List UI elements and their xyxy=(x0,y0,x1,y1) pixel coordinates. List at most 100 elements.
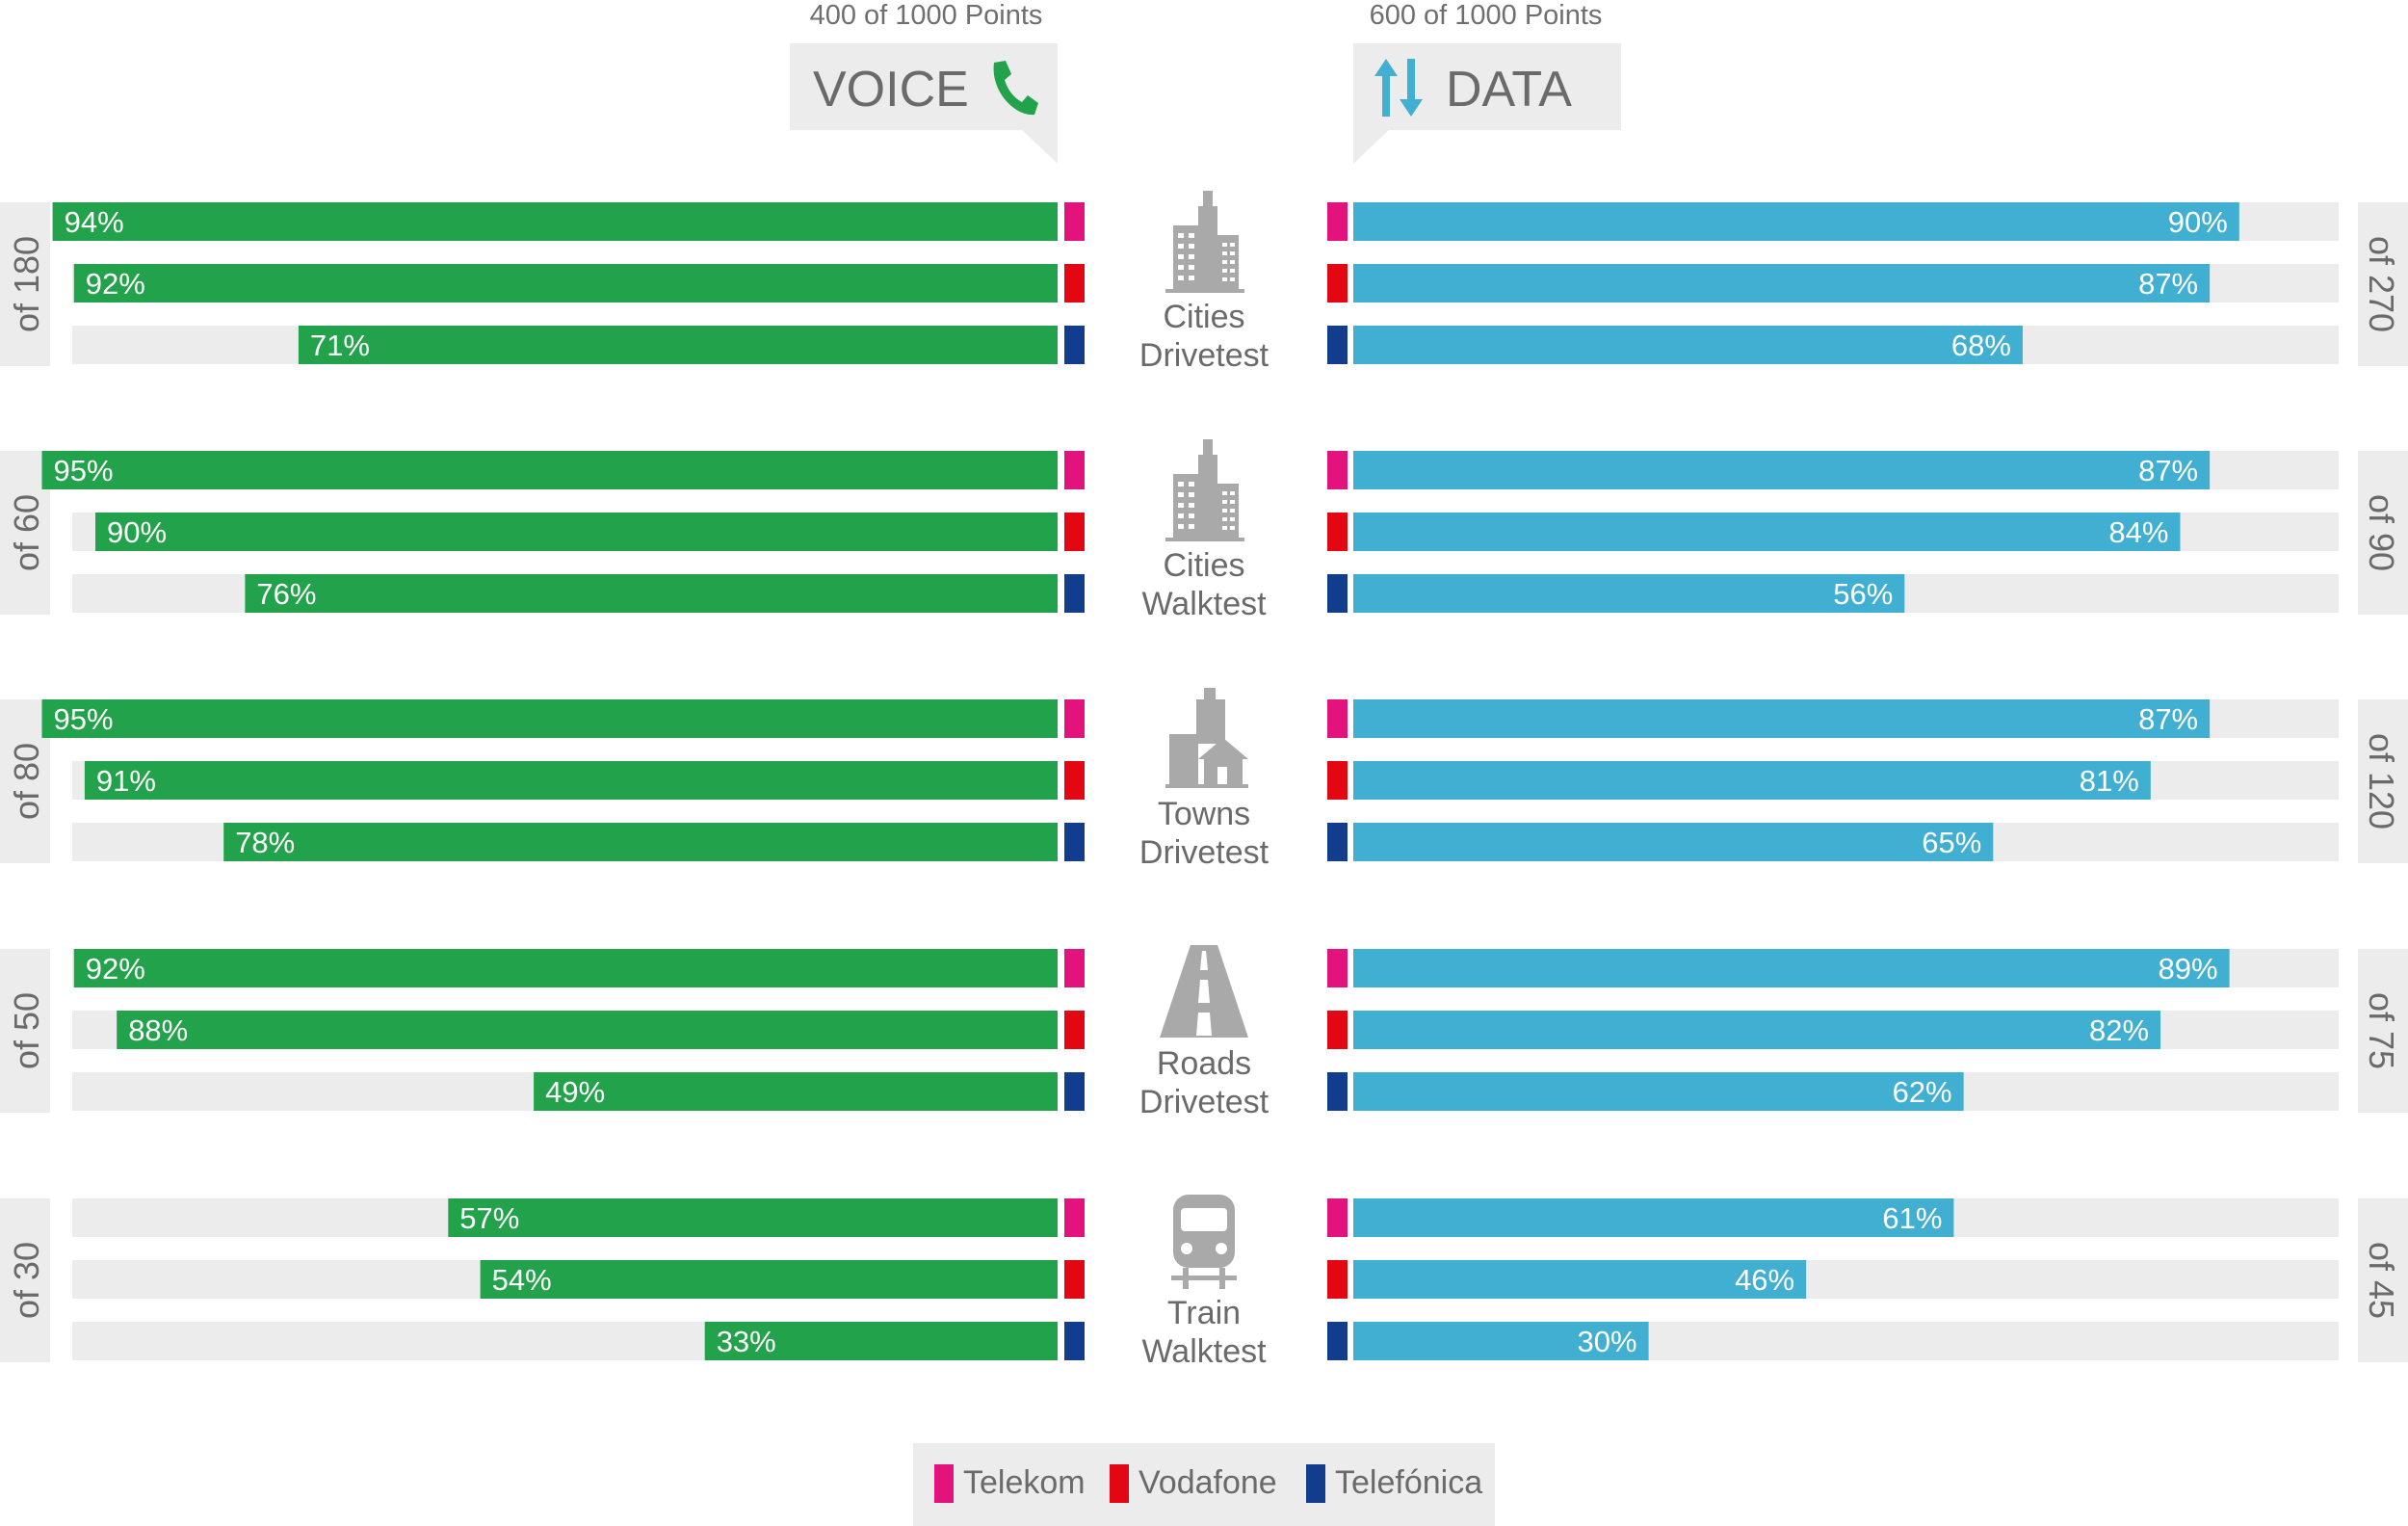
voice-callout-pointer xyxy=(1021,129,1058,164)
category-label: Cities xyxy=(1163,299,1244,335)
data-value-label: 46% xyxy=(1735,1263,1794,1297)
city-buildings-icon xyxy=(1165,191,1244,293)
data-value-label: 87% xyxy=(2138,267,2198,301)
data-max-label: of 75 xyxy=(2362,992,2401,1069)
voice-value-label: 88% xyxy=(128,1013,188,1047)
category-label: Towns xyxy=(1158,796,1250,832)
data-value-label: 87% xyxy=(2138,702,2198,736)
window xyxy=(1189,503,1194,508)
data-bar-telekom xyxy=(1353,1198,1954,1237)
data-bar-telefonica xyxy=(1353,574,1905,613)
voice-bar-telefonica xyxy=(223,823,1058,861)
window xyxy=(1222,277,1227,281)
voice-value-label: 92% xyxy=(86,267,145,301)
voice-bar-vodafone xyxy=(117,1011,1058,1049)
voice-value-label: 57% xyxy=(459,1201,519,1235)
data-bar-vodafone xyxy=(1353,513,2181,551)
voice-operator-marker-vodafone xyxy=(1064,264,1085,303)
voice-operator-marker-vodafone xyxy=(1064,761,1085,800)
voice-operator-marker-telekom xyxy=(1064,1198,1085,1237)
window xyxy=(1222,251,1227,255)
window xyxy=(1230,500,1235,504)
data-bar-vodafone xyxy=(1353,1260,1807,1299)
window xyxy=(1230,491,1235,495)
window xyxy=(1178,524,1184,529)
voice-bar-vodafone xyxy=(73,264,1059,303)
voice-operator-marker-telekom xyxy=(1064,202,1085,241)
data-bar-telekom xyxy=(1353,202,2239,241)
voice-value-label: 54% xyxy=(492,1263,552,1297)
voice-operator-marker-vodafone xyxy=(1064,1260,1085,1299)
data-operator-marker-vodafone xyxy=(1327,264,1348,303)
window xyxy=(1230,517,1235,521)
lane-mark xyxy=(1200,951,1208,970)
data-bar-telefonica xyxy=(1353,823,1994,861)
data-bar-vodafone xyxy=(1353,1011,2161,1049)
window xyxy=(1178,244,1184,249)
town-houses-icon xyxy=(1165,688,1248,788)
building-right xyxy=(1217,235,1239,289)
window xyxy=(1230,251,1235,255)
window xyxy=(1189,254,1194,259)
voice-operator-marker-telefonica xyxy=(1064,574,1085,613)
voice-value-label: 71% xyxy=(310,329,370,362)
building-left xyxy=(1173,474,1198,538)
voice-bar-telekom xyxy=(41,699,1058,738)
voice-bar-telekom xyxy=(73,949,1059,987)
voice-bar-telefonica xyxy=(245,574,1058,613)
voice-value-label: 94% xyxy=(65,205,124,239)
door xyxy=(1217,767,1227,784)
train-window xyxy=(1181,1208,1227,1231)
category-label: Walktest xyxy=(1141,1333,1267,1370)
legend-label-telekom: Telekom xyxy=(963,1464,1086,1501)
window xyxy=(1230,243,1235,247)
voice-points-label: 400 of 1000 Points xyxy=(809,0,1043,31)
voice-max-box xyxy=(0,1198,50,1362)
data-bar-vodafone xyxy=(1353,264,2211,303)
window xyxy=(1230,509,1235,513)
train-light xyxy=(1216,1243,1227,1254)
voice-value-label: 49% xyxy=(545,1075,605,1109)
window xyxy=(1222,243,1227,247)
voice-bar-telefonica xyxy=(704,1322,1058,1360)
phone-icon xyxy=(986,59,1040,131)
rail-post xyxy=(1219,1268,1225,1289)
city-buildings-icon xyxy=(1165,439,1244,541)
ground-line xyxy=(1165,538,1244,541)
window xyxy=(1230,260,1235,264)
window xyxy=(1189,276,1194,280)
data-operator-marker-vodafone xyxy=(1327,513,1348,551)
data-bar-telekom xyxy=(1353,699,2211,738)
building-tower xyxy=(1198,206,1217,289)
up-down-arrows-icon xyxy=(1373,57,1425,131)
voice-value-label: 95% xyxy=(54,454,114,487)
window xyxy=(1189,492,1194,497)
data-operator-marker-telekom xyxy=(1327,949,1348,987)
legend-label-telefonica: Telefónica xyxy=(1335,1464,1483,1501)
data-value-label: 90% xyxy=(2168,205,2228,239)
data-value-label: 82% xyxy=(2089,1013,2149,1047)
legend: Telekom Vodafone Telefónica xyxy=(913,1443,1495,1526)
voice-bar-vodafone xyxy=(95,513,1058,551)
window xyxy=(1178,265,1184,270)
window xyxy=(1230,526,1235,530)
data-max-box xyxy=(2358,451,2408,615)
voice-value-label: 33% xyxy=(717,1325,776,1358)
data-value-label: 62% xyxy=(1893,1075,1952,1109)
data-bar-telekom xyxy=(1353,451,2211,489)
data-header-box: DATA xyxy=(1353,43,1621,130)
house-left xyxy=(1169,734,1198,784)
voice-bar-vodafone xyxy=(84,761,1058,800)
data-bar-telefonica xyxy=(1353,1322,1649,1360)
window xyxy=(1178,254,1184,259)
voice-bar-telekom xyxy=(52,202,1059,241)
data-operator-marker-vodafone xyxy=(1327,1260,1348,1299)
data-value-label: 65% xyxy=(1922,826,1981,859)
lane-mark xyxy=(1198,980,1210,1003)
data-bar-telefonica xyxy=(1353,1072,1964,1111)
voice-bar-telekom xyxy=(448,1198,1058,1237)
data-bar-telefonica xyxy=(1353,326,2023,364)
road-icon xyxy=(1160,945,1248,1038)
voice-operator-marker-telefonica xyxy=(1064,1072,1085,1111)
